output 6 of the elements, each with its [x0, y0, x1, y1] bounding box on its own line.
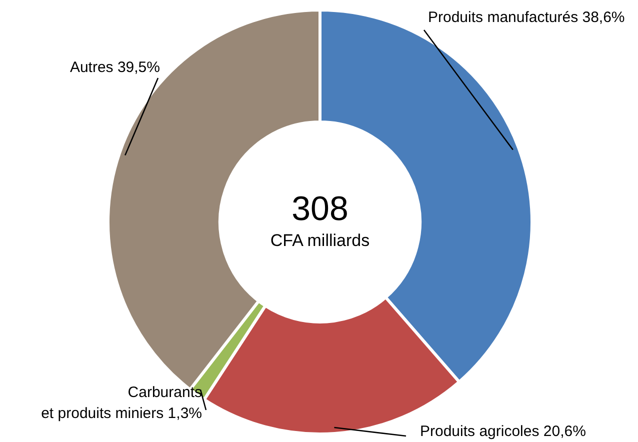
slice-label: Autres 39,5%: [70, 59, 160, 76]
slice-label: Carburants et produits miniers 1,3%: [41, 384, 202, 422]
text: CFA milliards: [270, 231, 370, 250]
text: 308: [292, 190, 348, 228]
slice-label: Produits agricoles 20,6%: [420, 423, 586, 440]
slice-label: Produits manufacturés 38,6%: [428, 9, 625, 26]
